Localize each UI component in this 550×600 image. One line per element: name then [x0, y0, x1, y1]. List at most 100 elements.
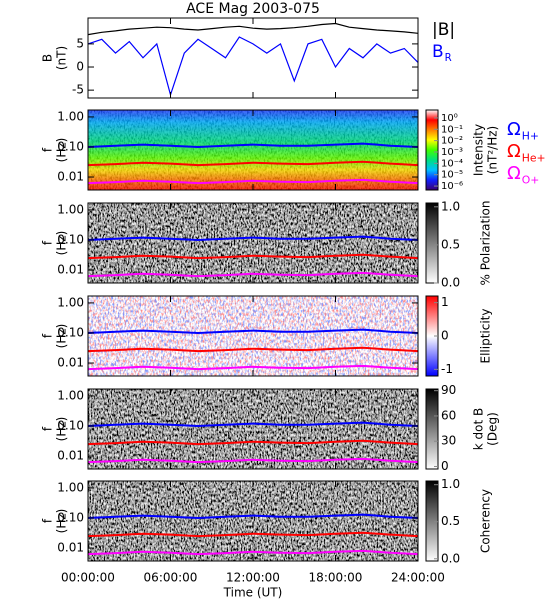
x-tick-label: 24:00:00	[391, 571, 445, 585]
series-line	[87, 439, 419, 446]
y-tick-label: -5	[72, 83, 84, 97]
series-line	[87, 421, 419, 428]
colorbar-tick-label: 10⁻⁴	[441, 158, 463, 169]
colorbar-label: k dot B	[472, 408, 486, 450]
colorbar-label: Intensity	[472, 124, 486, 176]
series-line	[87, 142, 419, 149]
colorbar-tick-label: -1	[441, 362, 453, 376]
series-line	[87, 531, 419, 538]
y-axis-label: (nT)	[55, 46, 69, 70]
legend-label: |B|	[432, 20, 455, 40]
y-tick-label: 0.10	[57, 418, 84, 432]
y-tick-label: 1.00	[57, 480, 84, 494]
y-tick-label: 0.01	[57, 356, 84, 370]
legend-subscript: R	[445, 53, 452, 64]
y-tick-label: 0.01	[57, 449, 84, 463]
y-tick-label: 0	[76, 60, 84, 74]
y-tick-label: 1.00	[57, 295, 84, 309]
colorbar-label: (nT²/Hz)	[486, 126, 500, 174]
y-axis-label: f	[41, 333, 55, 338]
series-line	[87, 549, 419, 556]
y-tick-label: 0.01	[57, 541, 84, 555]
series-line	[87, 160, 419, 167]
y-axis-label: (Hz)	[55, 324, 69, 349]
chart-title: ACE Mag 2003-075	[186, 1, 320, 17]
spectrogram-texture	[88, 110, 418, 190]
x-axis-label: Time (UT)	[223, 586, 283, 600]
legend-subscript: H+	[522, 129, 539, 142]
colorbar	[425, 480, 439, 562]
series-line	[87, 178, 419, 185]
colorbar-tick-label: 0.0	[441, 551, 460, 565]
series-line	[87, 457, 419, 464]
series-line	[87, 36, 419, 97]
spectrogram-background	[88, 203, 418, 283]
colorbar-label: % Polarization	[479, 201, 493, 286]
legend-label: B	[432, 42, 444, 62]
colorbar	[425, 109, 439, 191]
y-tick-label: 1.00	[57, 388, 84, 402]
colorbar-tick-label: 10⁻¹	[441, 124, 463, 135]
colorbar-tick-label: 0.5	[441, 237, 460, 251]
colorbar-tick-label: 10⁻³	[441, 147, 463, 158]
colorbar-label: (Deg)	[486, 412, 500, 446]
colorbar-tick-label: 60	[441, 408, 456, 422]
y-tick-label: 0.10	[57, 325, 84, 339]
series-line	[87, 22, 419, 36]
colorbar-tick-label: 10⁻²	[441, 136, 463, 147]
x-tick-label: 00:00:00	[61, 571, 115, 585]
colorbar-tick-label: 30	[441, 434, 456, 448]
y-tick-label: 0.10	[57, 232, 84, 246]
series-line	[87, 328, 419, 335]
series-line	[87, 346, 419, 353]
legend-label: Ω	[507, 119, 521, 140]
y-axis-label: f	[41, 240, 55, 245]
y-axis-label: f	[41, 426, 55, 431]
y-tick-label: 0.01	[57, 170, 84, 184]
colorbar-tick-label: 1.0	[441, 199, 460, 213]
y-axis-label: (Hz)	[55, 231, 69, 256]
y-tick-label: 1.00	[57, 202, 84, 216]
colorbar-tick-label: 0.0	[441, 276, 460, 290]
legend-label: Ω	[507, 141, 521, 162]
colorbar-tick-label: 1.0	[441, 477, 460, 491]
series-line	[87, 253, 419, 260]
series-line	[87, 271, 419, 278]
y-tick-label: 1.00	[57, 109, 84, 123]
colorbar-tick-label: 0	[441, 329, 449, 343]
y-axis-label: (Hz)	[55, 509, 69, 534]
y-tick-label: 5	[76, 36, 84, 50]
y-tick-label: 0.01	[57, 263, 84, 277]
series-line	[87, 513, 419, 520]
y-axis-label: (Hz)	[55, 417, 69, 442]
series-line	[87, 364, 419, 371]
legend-label: Ω	[507, 163, 521, 184]
x-tick-label: 06:00:00	[144, 571, 198, 585]
y-axis-label: f	[41, 147, 55, 152]
legend-subscript: He+	[522, 151, 546, 164]
legend-subscript: O+	[522, 173, 540, 186]
y-axis-label: (Hz)	[55, 138, 69, 163]
colorbar-label: Coherency	[479, 489, 493, 553]
spectrogram-texture	[88, 296, 418, 376]
colorbar	[425, 388, 439, 470]
spectrogram-background	[88, 481, 418, 561]
y-tick-label: 0.10	[57, 139, 84, 153]
y-tick-label: 0.10	[57, 510, 84, 524]
plot-frame	[87, 17, 419, 99]
series-line	[87, 235, 419, 242]
colorbar-label: Ellipticity	[479, 309, 493, 364]
colorbar-tick-label: 0	[441, 459, 449, 473]
x-tick-label: 12:00:00	[226, 571, 280, 585]
colorbar-tick-label: 10⁻⁵	[441, 170, 463, 181]
y-axis-label: B	[41, 54, 55, 62]
y-axis-label: f	[41, 518, 55, 523]
colorbar	[425, 202, 439, 284]
x-tick-label: 18:00:00	[309, 571, 363, 585]
colorbar-tick-label: 10⁰	[441, 113, 458, 124]
colorbar-tick-label: 1	[441, 295, 449, 309]
colorbar-tick-label: 90	[441, 383, 456, 397]
colorbar-tick-label: 0.5	[441, 514, 460, 528]
spectrogram-background	[88, 389, 418, 469]
